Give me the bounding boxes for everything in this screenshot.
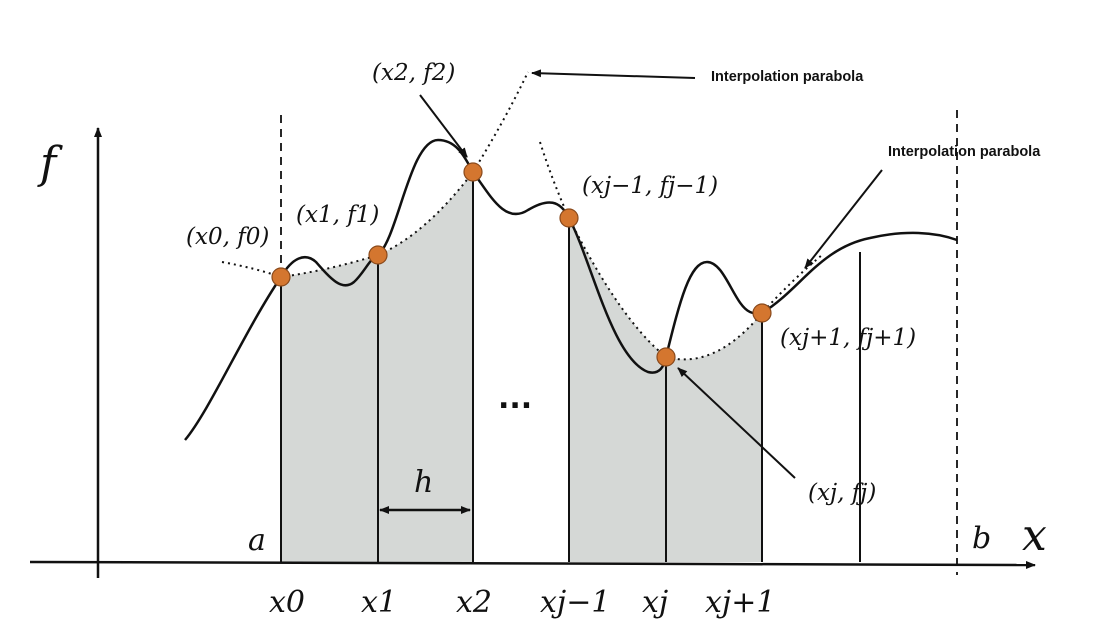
- a-bound-label: a: [248, 523, 266, 558]
- annotation-arrows: [379, 69, 883, 514]
- node-xjm1: [559, 208, 579, 228]
- x-axis-label: x: [1022, 510, 1047, 561]
- tick-xjm1: xj−1: [540, 585, 610, 620]
- node-xj: [656, 347, 676, 367]
- tick-x2: x2: [456, 585, 492, 620]
- nodes: [271, 162, 772, 367]
- tick-x1: x1: [361, 585, 397, 620]
- label-p1: (x1, f1): [296, 202, 379, 228]
- label-p2: (x2, f2): [372, 60, 455, 86]
- arrow-to-xj-point: [677, 367, 796, 479]
- b-bound-label: b: [972, 521, 991, 556]
- arrow-to-x2-point: [419, 94, 468, 158]
- note-interpolation-parabola-top: Interpolation parabola: [711, 69, 864, 85]
- arrow-to-top-parabola: [531, 69, 696, 79]
- tick-xj: xj: [642, 585, 668, 620]
- node-x1: [368, 245, 388, 265]
- label-pjm1: (xj−1, fj−1): [582, 173, 718, 199]
- node-x2: [463, 162, 483, 182]
- label-p0: (x0, f0): [186, 224, 269, 250]
- arrow-to-right-parabola: [804, 169, 883, 269]
- label-pjp1: (xj+1, fj+1): [780, 325, 916, 351]
- node-vertical-lines: [280, 172, 861, 562]
- step-h-label: h: [414, 465, 433, 500]
- node-x0: [271, 267, 291, 287]
- tick-xjp1: xj+1: [705, 585, 775, 620]
- x-axis: [29, 560, 1036, 569]
- node-xjp1: [752, 303, 772, 323]
- y-axis-label: f: [37, 138, 63, 189]
- note-interpolation-parabola-right: Interpolation parabola: [888, 144, 1041, 160]
- ellipsis: ...: [498, 381, 532, 416]
- tick-x0: x0: [269, 585, 305, 620]
- label-pj: (xj, fj): [808, 480, 876, 506]
